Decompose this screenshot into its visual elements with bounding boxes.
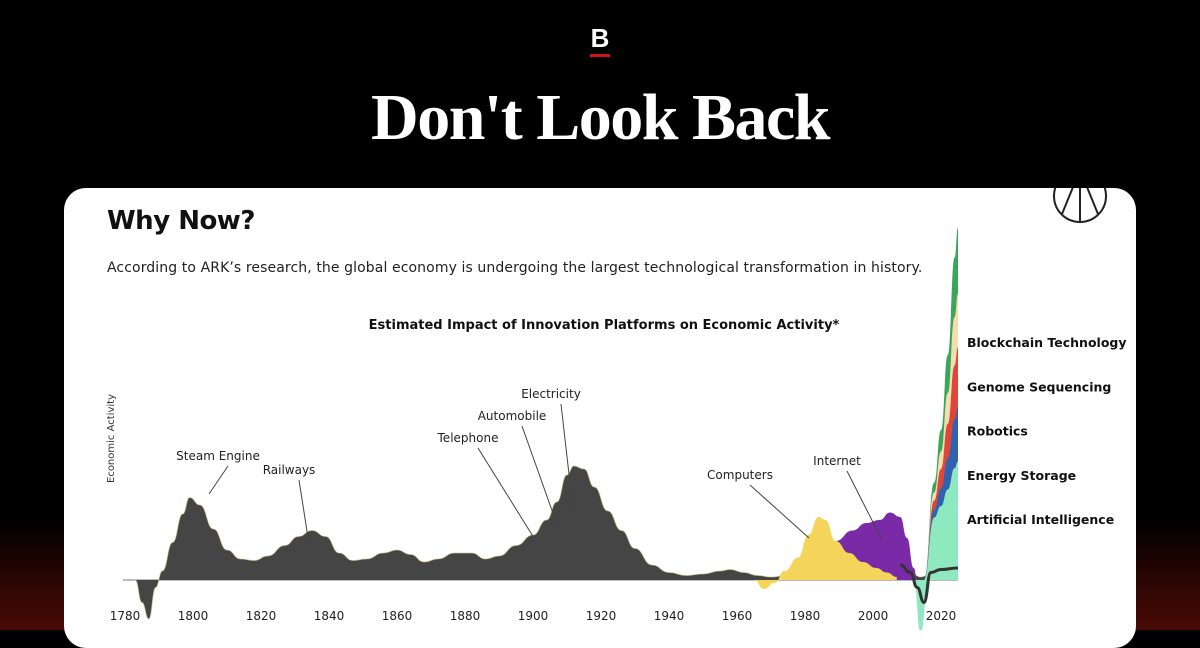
x-tick-label: 2000 <box>858 609 889 623</box>
brand-logo[interactable]: B <box>590 23 610 53</box>
legend-genome-sequencing: Genome Sequencing <box>967 379 1111 394</box>
page-headline: Don't Look Back <box>371 81 830 154</box>
legend-blockchain-technology: Blockchain Technology <box>967 335 1127 350</box>
steam-engine-label: Steam Engine <box>176 449 260 463</box>
x-tick-label: 1800 <box>178 609 209 623</box>
base-trace-recent <box>899 563 959 605</box>
legend-artificial-intelligence: Artificial Intelligence <box>967 512 1114 527</box>
telephone-leader <box>477 447 535 539</box>
railways-leader <box>298 479 310 545</box>
electricity-leader <box>560 403 575 519</box>
x-tick-label: 2020 <box>926 609 957 623</box>
x-tick-label: 1840 <box>314 609 345 623</box>
internet-label: Internet <box>813 454 861 468</box>
x-tick-label: 1980 <box>790 609 821 623</box>
x-tick-label: 1940 <box>654 609 685 623</box>
chart-title: Estimated Impact of Innovation Platforms… <box>368 318 840 333</box>
chart-card: Why Now? According to ARK’s research, th… <box>64 188 1136 648</box>
x-tick-label: 1880 <box>450 609 481 623</box>
x-tick-label: 1860 <box>382 609 413 623</box>
innovation-chart: 1780 1800 1820 1840 1860 1880 1900 1920 1940 1960… <box>110 227 1127 630</box>
card-subtitle: According to ARK’s research, the global … <box>107 260 923 276</box>
card-title: Why Now? <box>107 206 255 236</box>
computers-area <box>754 517 897 589</box>
steam-engine-leader <box>208 465 229 495</box>
telephone-label: Telephone <box>437 431 499 445</box>
x-tick-label: 1780 <box>110 609 141 623</box>
computers-label: Computers <box>707 468 773 482</box>
base-activity-area <box>135 466 958 619</box>
legend-robotics: Robotics <box>967 424 1028 439</box>
stack-layer-artificial-intelligence <box>924 461 958 580</box>
automobile-label: Automobile <box>478 409 547 423</box>
legend-energy-storage: Energy Storage <box>967 468 1076 483</box>
x-tick-label: 1900 <box>518 609 549 623</box>
ark-logo-icon <box>1053 188 1107 223</box>
x-tick-label: 1960 <box>722 609 753 623</box>
brand-logo-underline <box>590 54 610 57</box>
computers-leader <box>749 484 810 539</box>
internet-leader <box>846 470 883 541</box>
automobile-leader <box>521 425 561 534</box>
railways-label: Railways <box>263 463 316 477</box>
electricity-label: Electricity <box>521 387 581 401</box>
x-tick-label: 1820 <box>246 609 277 623</box>
x-tick-label: 1920 <box>586 609 617 623</box>
